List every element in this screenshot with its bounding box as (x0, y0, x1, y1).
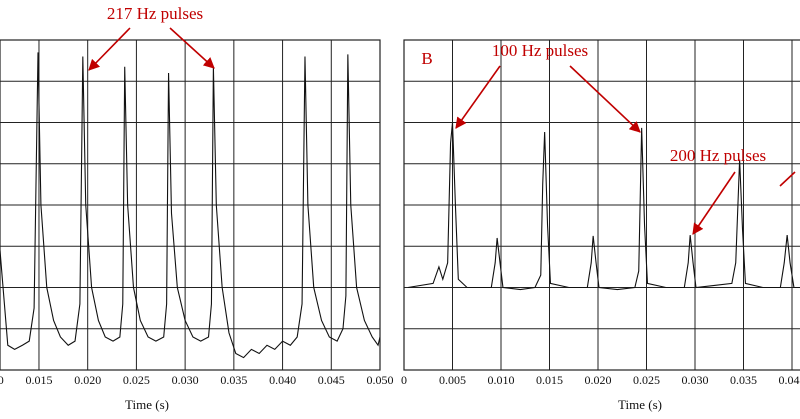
panel: 0 0.005 0.010 0.015 0.020 0.025 0.030 0.035 0.04… (401, 39, 800, 412)
annotation: 217 Hz pulses (107, 4, 203, 23)
waveform (407, 122, 800, 291)
annotation: 200 Hz pulses (670, 146, 766, 165)
arrow (455, 65, 501, 129)
annotation: 100 Hz pulses (492, 41, 588, 60)
x-tick-label: 0.040 (779, 373, 800, 387)
annotation: B (421, 49, 432, 68)
x-tick-label: 0.005 (439, 373, 466, 387)
x-tick-label: 0.010 (488, 373, 515, 387)
plot-frame (0, 39, 381, 371)
x-tick-label: 0.020 (74, 373, 101, 387)
x-tick-label: 0.050 (367, 373, 394, 387)
x-axis-label: Time (s) (125, 397, 169, 412)
x-tick-label: 0.025 (633, 373, 660, 387)
x-tick-label: 0.040 (269, 373, 296, 387)
plot-frame (403, 39, 800, 371)
panel: 0.010 0.015 0.020 0.025 0.030 0.035 0.040 0.045… (0, 4, 394, 412)
x-tick-label: 0.015 (25, 373, 52, 387)
x-tick-label: 0.030 (682, 373, 709, 387)
x-tick-label: 0.045 (318, 373, 345, 387)
x-tick-label: 0.035 (730, 373, 757, 387)
arrow (88, 27, 131, 71)
x-tick-label: 0.035 (220, 373, 247, 387)
x-tick-label: 0.010 (0, 373, 4, 387)
arrows (88, 27, 796, 235)
waveform (0, 52, 380, 359)
x-tick-label: 0.020 (585, 373, 612, 387)
arrow (692, 171, 736, 235)
arrow (779, 171, 796, 187)
x-axis-label: Time (s) (618, 397, 662, 412)
arrow (569, 65, 641, 133)
x-tick-label: 0 (401, 373, 407, 387)
x-tick-label: 0.015 (536, 373, 563, 387)
x-tick-label: 0.025 (123, 373, 150, 387)
arrow (169, 27, 215, 69)
x-tick-label: 0.030 (172, 373, 199, 387)
